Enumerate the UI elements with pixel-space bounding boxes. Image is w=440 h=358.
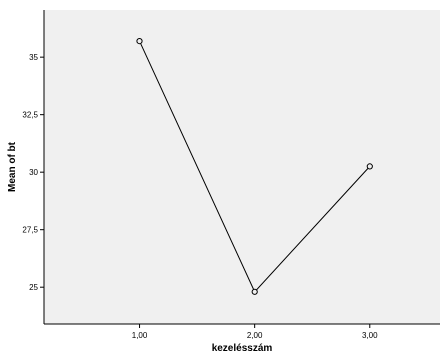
y-axis: 25 27,5 30 32,5 35 <box>22 10 45 324</box>
data-point <box>136 38 143 45</box>
y-tick-label: 30 <box>29 168 38 177</box>
series-layer <box>136 38 373 295</box>
x-axis-title: kezelésszám <box>212 343 273 354</box>
y-axis-title: Mean of bt <box>7 141 18 192</box>
x-tick-label: 3,00 <box>362 331 378 340</box>
x-tick-label: 2,00 <box>247 331 263 340</box>
y-tick-label: 27,5 <box>22 226 38 235</box>
y-tick-label: 35 <box>29 53 38 62</box>
x-tick-label: 1,00 <box>132 331 148 340</box>
x-axis: 1,00 2,00 3,00 <box>44 323 440 340</box>
y-tick-label: 32,5 <box>22 111 38 120</box>
data-point <box>251 288 258 295</box>
plot-background <box>44 10 440 324</box>
y-tick-label: 25 <box>29 283 38 292</box>
data-point <box>366 163 373 170</box>
